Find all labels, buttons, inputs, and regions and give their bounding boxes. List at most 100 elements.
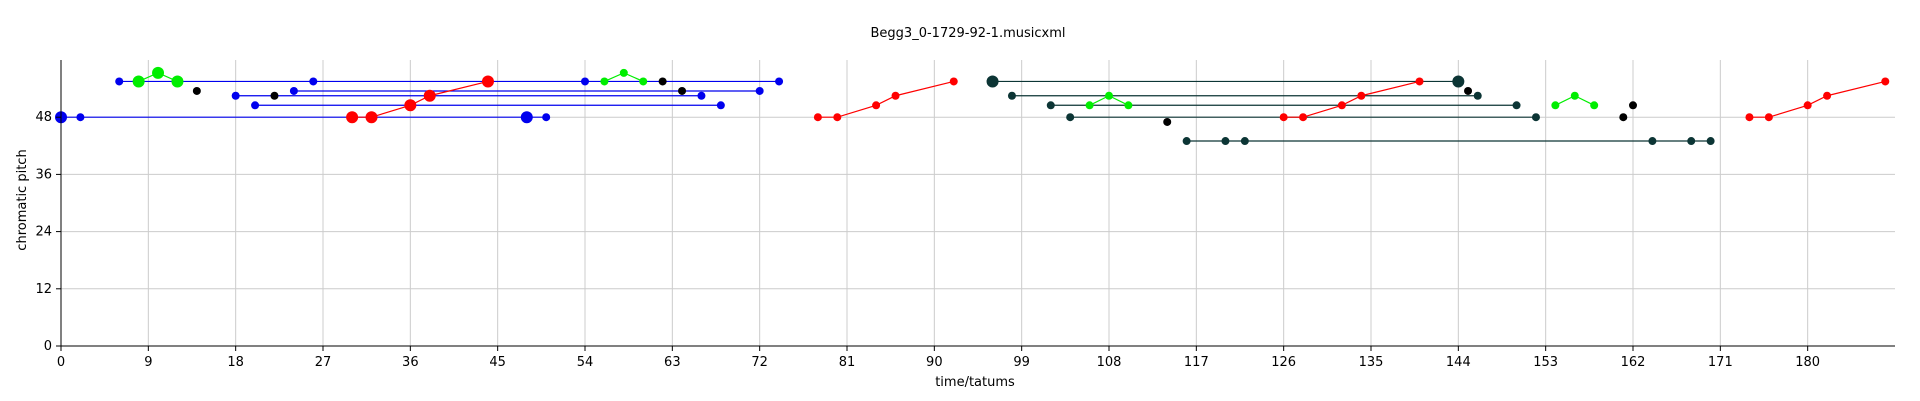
chart-title: Begg3_0-1729-92-1.musicxml [871,26,1066,41]
data-point [1706,137,1715,146]
x-tick-label: 99 [1013,355,1030,370]
x-tick-label: 63 [664,355,681,370]
data-point [346,111,359,124]
x-tick-label: 153 [1533,355,1558,370]
data-point [1473,91,1482,100]
y-tick-label: 12 [35,282,52,297]
data-point [986,75,999,88]
data-point [1357,91,1366,100]
data-point [1764,113,1773,122]
data-point [1619,113,1628,122]
x-tick-label: 18 [227,355,244,370]
data-point [1531,113,1540,122]
y-tick-label: 36 [35,167,52,182]
series-points [55,66,1890,146]
data-point [192,86,201,95]
x-tick-label: 36 [402,355,419,370]
data-point [1337,101,1346,110]
series-line [817,80,954,118]
data-point [289,86,298,95]
data-point [1452,75,1465,88]
data-point [891,91,900,100]
data-point [1648,137,1657,146]
x-tick-label: 54 [577,355,594,370]
data-point [1124,101,1133,110]
data-point [949,77,958,86]
data-point [639,77,648,86]
x-tick-label: 108 [1097,355,1122,370]
data-point [872,101,881,110]
data-point [1687,137,1696,146]
series-lines [61,72,1886,142]
x-tick-label: 126 [1271,355,1296,370]
x-tick-label: 45 [489,355,506,370]
data-point [1046,101,1055,110]
data-point [251,101,260,110]
data-point [481,75,494,88]
y-ticks: 0 12 24 36 48 [35,110,61,354]
data-point [1629,101,1637,110]
data-point [132,75,145,88]
data-point [76,113,85,122]
data-point [1279,113,1288,122]
data-point [1105,91,1113,100]
data-point [171,75,184,88]
data-point [1299,113,1308,122]
x-tick-label: 180 [1795,355,1820,370]
data-point [775,77,784,86]
x-tick-label: 81 [839,355,856,370]
x-tick-label: 171 [1708,355,1733,370]
data-point [1881,77,1890,86]
x-tick-label: 117 [1184,355,1209,370]
data-point [697,91,706,100]
x-tick-label: 135 [1359,355,1384,370]
data-point [1823,91,1832,100]
y-tick-label: 0 [44,339,52,354]
data-point [1163,117,1172,126]
data-point [1570,91,1579,100]
data-point [1803,101,1812,110]
x-tick-label: 0 [57,355,65,370]
data-point [581,77,589,86]
data-point [423,89,436,102]
x-tick-label: 162 [1621,355,1646,370]
data-point [833,113,842,122]
y-tick-label: 48 [35,110,52,125]
data-point [600,77,609,86]
data-point [1415,77,1424,86]
grid-lines [60,60,1895,347]
x-ticks: 0 9 18 27 36 45 54 63 72 81 90 99 108 117 126 135 144 153… [57,346,1820,370]
data-point [152,66,165,79]
data-point [1512,101,1521,110]
series-line [1283,80,1420,118]
data-point [1221,137,1230,146]
data-point [716,101,725,110]
y-tick-label: 24 [35,225,52,240]
data-point [365,111,378,124]
y-axis-label: chromatic pitch [15,149,30,250]
data-point [1007,91,1016,100]
x-tick-label: 90 [926,355,943,370]
data-point [404,99,417,112]
data-point [1182,137,1191,146]
data-point [1745,113,1754,122]
x-tick-label: 27 [315,355,332,370]
data-point [1551,101,1560,110]
data-point [1240,137,1249,146]
data-point [755,86,764,95]
data-point [678,86,687,95]
data-point [231,91,240,100]
data-point [520,111,533,124]
data-point [115,77,124,86]
series-line [1749,80,1886,118]
data-point [813,113,822,122]
data-point [270,91,279,100]
x-tick-label: 144 [1446,355,1471,370]
data-point [619,68,628,77]
x-tick-label: 72 [751,355,768,370]
x-axis-label: time/tatums [935,375,1015,390]
x-tick-label: 9 [144,355,152,370]
data-point [309,77,318,86]
data-point [658,77,667,86]
